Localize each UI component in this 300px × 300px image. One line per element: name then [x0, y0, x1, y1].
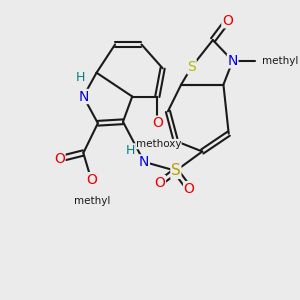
Text: O: O	[152, 116, 163, 130]
Text: O: O	[222, 14, 233, 28]
Text: H: H	[76, 71, 86, 84]
Text: O: O	[86, 173, 97, 187]
Text: N: N	[139, 155, 149, 169]
Text: N: N	[78, 89, 88, 103]
Text: O: O	[54, 152, 65, 166]
Text: methyl: methyl	[262, 56, 298, 66]
Text: methyl: methyl	[74, 196, 111, 206]
Text: O: O	[154, 176, 165, 190]
Text: methoxy: methoxy	[136, 139, 182, 149]
Text: S: S	[171, 163, 181, 178]
Text: N: N	[227, 54, 238, 68]
Text: S: S	[187, 60, 196, 74]
Text: H: H	[126, 143, 136, 157]
Text: O: O	[184, 182, 194, 196]
